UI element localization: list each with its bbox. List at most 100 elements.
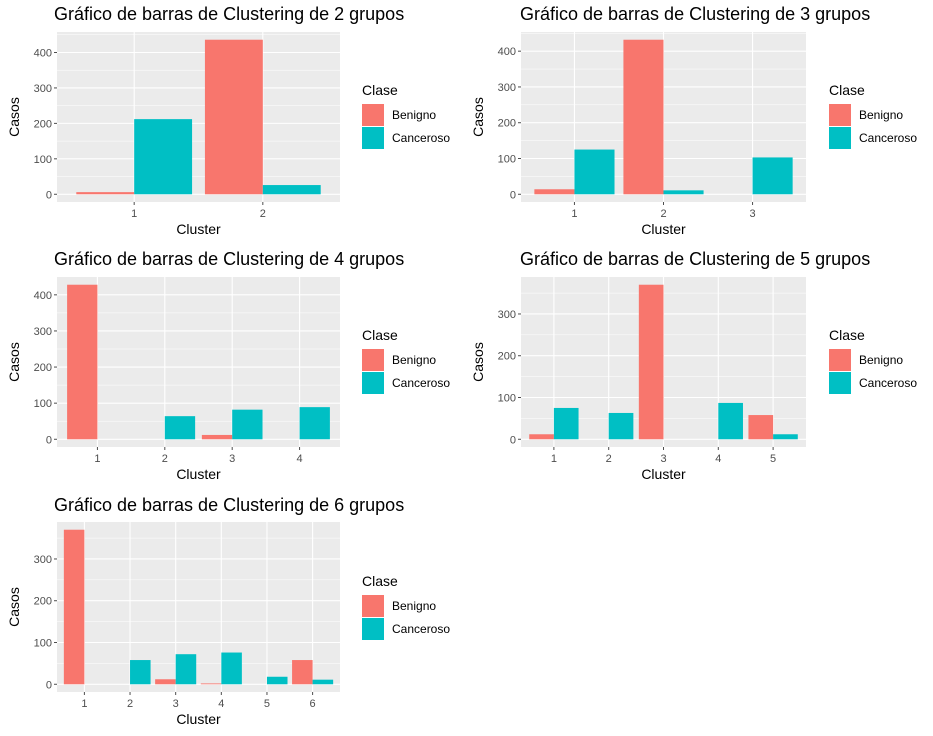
x-tick-label: 6 [310,698,316,710]
legend-key-canceroso [362,127,384,149]
x-tick-label: 1 [551,453,557,465]
legend-label-canceroso: Canceroso [392,622,450,636]
legend-key-benigno [829,349,851,371]
chart-panel-1: 0 100 200 300 400 1 2 Gráfico de barras de Clus… [6,4,450,237]
y-tick-label: 100 [498,153,516,165]
bar-canceroso-cluster-2 [262,185,321,195]
y-tick-label: 0 [510,434,516,446]
x-tick-label: 4 [715,453,721,465]
bar-benigno-cluster-2 [204,39,263,195]
x-axis-title: Cluster [176,221,221,237]
y-tick-label: 100 [34,398,52,410]
bar-benigno-cluster-1 [67,284,98,440]
bar-canceroso-cluster-1 [134,119,193,195]
y-axis-title: Casos [470,97,486,137]
x-tick-label: 5 [264,698,270,710]
y-axis-title: Casos [6,342,22,382]
y-axis-title: Casos [470,342,486,382]
chart-panel-4: 0 100 200 300 1 2 3 4 5 Gráfico de barras de Clus… [470,249,917,482]
y-tick-label: 0 [46,434,52,446]
y-axis-title: Casos [6,587,22,627]
y-tick-label: 100 [34,638,52,650]
x-tick-label: 3 [173,698,179,710]
bar-canceroso-cluster-6 [312,679,334,685]
y-tick-label: 0 [510,189,516,201]
y-tick-label: 400 [34,47,52,59]
bar-canceroso-cluster-2 [164,416,196,440]
plot-panel [57,32,340,202]
y-tick-label: 300 [34,83,52,95]
y-tick-label: 400 [34,290,52,302]
bar-canceroso-cluster-1 [553,407,579,440]
y-tick-label: 300 [34,554,52,566]
bar-canceroso-cluster-2 [130,660,151,685]
legend: Clase Benigno Canceroso [829,327,917,394]
legend-label-canceroso: Canceroso [859,131,917,145]
bar-canceroso-cluster-3 [752,157,793,195]
legend-label-benigno: Benigno [392,353,436,367]
x-tick-label: 3 [750,208,756,220]
legend-title: Clase [362,327,398,343]
bar-canceroso-cluster-3 [175,654,197,685]
bar-benigno-cluster-1 [529,434,554,440]
x-tick-label: 2 [162,453,168,465]
chart-panel-2: 0 100 200 300 400 1 2 3 Gráfico de barras de Clu… [470,4,917,237]
x-axis-title: Cluster [176,711,221,727]
y-tick-label: 200 [34,362,52,374]
bar-benigno-cluster-5 [748,415,774,440]
legend-key-benigno [362,104,384,126]
legend-key-canceroso [829,127,851,149]
chart-title: Gráfico de barras de Clustering de 4 gru… [54,249,404,269]
x-tick-label: 2 [127,698,133,710]
x-tick-label: 1 [571,208,577,220]
x-tick-label: 2 [260,208,266,220]
plot-panel [57,277,340,447]
x-tick-label: 2 [660,208,666,220]
bar-canceroso-cluster-1 [574,149,615,195]
x-tick-label: 5 [770,453,776,465]
bar-benigno-cluster-1 [63,529,85,685]
y-tick-label: 200 [498,351,516,363]
bar-canceroso-cluster-3 [232,409,263,440]
y-axis-title: Casos [6,97,22,137]
x-tick-label: 4 [297,453,303,465]
chart-title: Gráfico de barras de Clustering de 2 gru… [54,4,404,24]
legend-label-canceroso: Canceroso [859,376,917,390]
legend-key-canceroso [362,372,384,394]
chart-title: Gráfico de barras de Clustering de 5 gru… [520,249,870,269]
chart-panel-3: 0 100 200 300 400 1 2 3 4 Gráfico de barras de Cl… [6,249,450,482]
y-tick-label: 0 [46,679,52,691]
x-tick-label: 1 [81,698,87,710]
bar-benigno-cluster-3 [201,434,233,440]
bar-benigno-cluster-1 [534,189,575,195]
bar-benigno-cluster-4 [200,683,222,685]
legend-label-benigno: Benigno [859,353,903,367]
x-tick-label: 1 [94,453,100,465]
x-tick-label: 4 [218,698,224,710]
bar-canceroso-cluster-2 [608,412,634,440]
bar-canceroso-cluster-2 [663,190,704,195]
y-tick-label: 100 [34,154,52,166]
legend-key-benigno [362,595,384,617]
bar-benigno-cluster-2 [623,39,664,195]
bar-benigno-cluster-1 [76,192,135,195]
legend-title: Clase [829,82,865,98]
y-tick-label: 300 [34,326,52,338]
bar-canceroso-cluster-4 [718,402,743,440]
y-tick-label: 200 [34,596,52,608]
legend-key-benigno [829,104,851,126]
y-tick-label: 400 [498,46,516,58]
legend: Clase Benigno Canceroso [362,327,450,394]
bar-benigno-cluster-6 [292,660,313,685]
chart-panel-5: 0 100 200 300 1 2 3 4 5 6 Gráfico de barras de Clu… [6,495,450,727]
x-axis-title: Cluster [641,221,686,237]
legend: Clase Benigno Canceroso [362,82,450,149]
legend: Clase Benigno Canceroso [362,573,450,640]
chart-title: Gráfico de barras de Clustering de 6 gru… [54,495,404,515]
legend-label-benigno: Benigno [859,108,903,122]
x-axis-title: Cluster [176,466,221,482]
legend: Clase Benigno Canceroso [829,82,917,149]
y-tick-label: 200 [34,118,52,130]
legend-title: Clase [829,327,865,343]
